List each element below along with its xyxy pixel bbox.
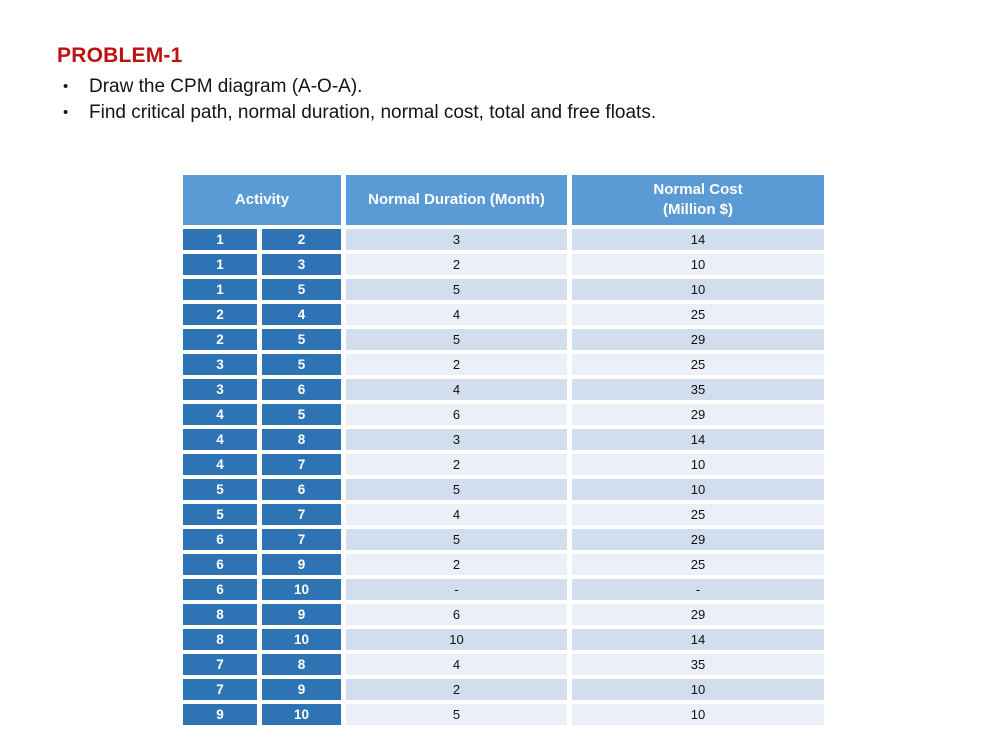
- activity-to-cell: 3: [262, 254, 341, 275]
- bullet-text: Draw the CPM diagram (A-O-A).: [89, 76, 363, 97]
- activity-to-cell: 5: [262, 354, 341, 375]
- cost-cell: 29: [572, 329, 824, 350]
- bullet-icon: [63, 100, 89, 126]
- activity-from-cell: 6: [183, 554, 257, 575]
- cost-cell: -: [572, 579, 824, 600]
- cost-cell: 10: [572, 254, 824, 275]
- activity-from-cell: 4: [183, 454, 257, 475]
- bullet-list: Draw the CPM diagram (A-O-A). Find criti…: [63, 74, 656, 126]
- activity-to-cell: 8: [262, 654, 341, 675]
- duration-cell: 3: [346, 429, 567, 450]
- duration-cell: 5: [346, 329, 567, 350]
- bullet-item: Find critical path, normal duration, nor…: [63, 100, 656, 126]
- activity-from-cell: 1: [183, 229, 257, 250]
- activity-to-cell: 5: [262, 279, 341, 300]
- activity-to-cell: 10: [262, 579, 341, 600]
- activity-from-cell: 4: [183, 429, 257, 450]
- activity-to-cell: 10: [262, 704, 341, 725]
- slide-title: PROBLEM-1: [57, 44, 183, 67]
- column-header-normal-cost-line1: Normal Cost: [653, 180, 743, 198]
- activity-from-cell: 5: [183, 479, 257, 500]
- cost-cell: 25: [572, 304, 824, 325]
- activity-to-cell: 6: [262, 379, 341, 400]
- duration-cell: 2: [346, 554, 567, 575]
- duration-cell: 10: [346, 629, 567, 650]
- cpm-activity-table: Activity Normal Duration (Month) Normal …: [183, 175, 824, 725]
- cost-cell: 29: [572, 404, 824, 425]
- cost-cell: 10: [572, 704, 824, 725]
- duration-cell: 4: [346, 379, 567, 400]
- activity-from-cell: 7: [183, 654, 257, 675]
- duration-cell: 5: [346, 529, 567, 550]
- activity-from-cell: 6: [183, 579, 257, 600]
- duration-cell: 2: [346, 254, 567, 275]
- duration-cell: 5: [346, 704, 567, 725]
- activity-from-cell: 8: [183, 604, 257, 625]
- activity-to-cell: 9: [262, 554, 341, 575]
- activity-from-cell: 4: [183, 404, 257, 425]
- activity-from-cell: 9: [183, 704, 257, 725]
- cost-cell: 10: [572, 679, 824, 700]
- cost-cell: 35: [572, 379, 824, 400]
- activity-from-cell: 2: [183, 304, 257, 325]
- duration-cell: 4: [346, 304, 567, 325]
- activity-to-cell: 8: [262, 429, 341, 450]
- activity-to-cell: 6: [262, 479, 341, 500]
- activity-to-cell: 9: [262, 604, 341, 625]
- activity-from-cell: 1: [183, 279, 257, 300]
- activity-to-cell: 9: [262, 679, 341, 700]
- activity-to-cell: 5: [262, 404, 341, 425]
- duration-cell: 2: [346, 354, 567, 375]
- bullet-text: Find critical path, normal duration, nor…: [89, 102, 657, 123]
- bullet-icon: [63, 74, 89, 100]
- activity-to-cell: 7: [262, 454, 341, 475]
- activity-from-cell: 3: [183, 354, 257, 375]
- bullet-item: Draw the CPM diagram (A-O-A).: [63, 74, 656, 100]
- activity-from-cell: 5: [183, 504, 257, 525]
- cost-cell: 29: [572, 604, 824, 625]
- column-header-normal-cost-line2: (Million $): [663, 201, 733, 218]
- cost-cell: 10: [572, 279, 824, 300]
- duration-cell: 6: [346, 604, 567, 625]
- cost-cell: 29: [572, 529, 824, 550]
- column-header-activity: Activity: [183, 175, 341, 225]
- activity-to-cell: 5: [262, 329, 341, 350]
- activity-to-cell: 2: [262, 229, 341, 250]
- activity-to-cell: 7: [262, 529, 341, 550]
- cost-cell: 25: [572, 554, 824, 575]
- cost-cell: 14: [572, 629, 824, 650]
- duration-cell: 2: [346, 454, 567, 475]
- duration-cell: 3: [346, 229, 567, 250]
- cost-cell: 14: [572, 429, 824, 450]
- activity-from-cell: 2: [183, 329, 257, 350]
- duration-cell: 5: [346, 279, 567, 300]
- column-header-normal-cost: Normal Cost (Million $): [572, 175, 824, 225]
- duration-cell: 6: [346, 404, 567, 425]
- activity-from-cell: 8: [183, 629, 257, 650]
- activity-to-cell: 4: [262, 304, 341, 325]
- activity-from-cell: 6: [183, 529, 257, 550]
- duration-cell: -: [346, 579, 567, 600]
- activity-to-cell: 7: [262, 504, 341, 525]
- cost-cell: 25: [572, 354, 824, 375]
- activity-from-cell: 7: [183, 679, 257, 700]
- activity-from-cell: 3: [183, 379, 257, 400]
- cost-cell: 35: [572, 654, 824, 675]
- duration-cell: 5: [346, 479, 567, 500]
- activity-from-cell: 1: [183, 254, 257, 275]
- activity-to-cell: 10: [262, 629, 341, 650]
- cost-cell: 10: [572, 454, 824, 475]
- column-header-normal-duration: Normal Duration (Month): [346, 175, 567, 225]
- cost-cell: 14: [572, 229, 824, 250]
- cost-cell: 25: [572, 504, 824, 525]
- cost-cell: 10: [572, 479, 824, 500]
- duration-cell: 4: [346, 654, 567, 675]
- duration-cell: 2: [346, 679, 567, 700]
- duration-cell: 4: [346, 504, 567, 525]
